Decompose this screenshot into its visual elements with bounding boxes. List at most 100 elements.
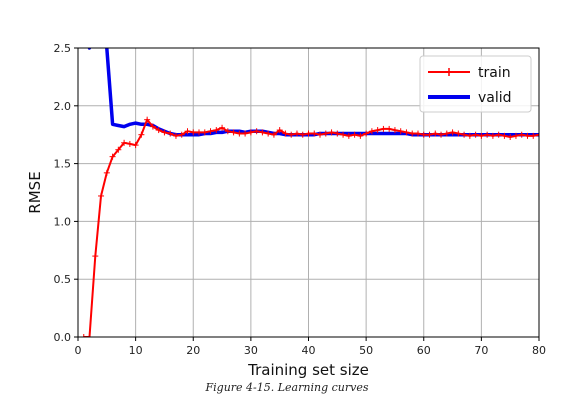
data-point-train: [167, 130, 174, 137]
data-point-train: [391, 127, 398, 134]
x-tick-label: 0: [75, 344, 82, 357]
data-point-train: [184, 128, 191, 135]
data-point-train: [247, 129, 254, 136]
data-point-train: [115, 146, 122, 153]
data-point-train: [443, 130, 450, 137]
data-point-train: [403, 129, 410, 136]
x-axis-label: Training set size: [247, 361, 369, 379]
data-point-train: [328, 129, 335, 136]
data-point-train: [311, 130, 318, 137]
data-point-train: [368, 128, 375, 135]
data-point-train: [299, 131, 306, 138]
data-point-train: [414, 130, 421, 137]
y-axis-label: RMSE: [26, 171, 44, 213]
data-point-train: [507, 134, 514, 141]
data-point-train: [282, 130, 289, 137]
data-point-train: [380, 125, 387, 132]
data-point-train: [253, 128, 260, 135]
data-point-train: [501, 132, 508, 139]
y-tick-label: 2.0: [54, 100, 72, 113]
data-point-train: [86, 334, 93, 337]
data-point-train: [334, 130, 341, 137]
data-point-train: [288, 131, 295, 138]
y-tick-label: 2.5: [54, 42, 72, 55]
data-point-train: [455, 130, 462, 137]
data-point-train: [484, 131, 491, 138]
series-layer: [80, 48, 539, 337]
data-point-train: [103, 169, 110, 176]
x-tick-label: 20: [186, 344, 200, 357]
data-point-train: [230, 129, 237, 136]
legend-marker-train: [445, 68, 453, 76]
x-tick-label: 30: [244, 344, 258, 357]
data-point-train: [276, 127, 283, 134]
data-point-train: [345, 132, 352, 139]
x-tick-label: 60: [417, 344, 431, 357]
figure-caption: Figure 4-15. Learning curves: [205, 381, 369, 394]
data-point-train: [438, 131, 445, 138]
data-point-train: [351, 131, 358, 138]
data-point-train: [432, 130, 439, 137]
x-tick-label: 50: [359, 344, 373, 357]
data-point-train: [259, 129, 266, 136]
data-point-train: [512, 132, 519, 139]
data-point-train: [322, 130, 329, 137]
data-point-train: [196, 129, 203, 136]
data-point-train: [213, 127, 220, 134]
series-line-train: [82, 118, 539, 337]
data-point-train: [236, 130, 243, 137]
data-point-train: [536, 131, 539, 138]
data-point-train: [317, 131, 324, 138]
data-point-train: [144, 116, 151, 123]
data-point-train: [149, 123, 156, 130]
data-point-train: [172, 132, 179, 139]
data-point-train: [461, 131, 468, 138]
legend-label-valid: valid: [478, 90, 512, 106]
data-point-train: [132, 142, 139, 149]
data-point-train: [270, 131, 277, 138]
legend: train valid: [419, 55, 532, 113]
data-point-train: [207, 128, 214, 135]
data-point-train: [420, 131, 427, 138]
y-tick-label: 0.0: [54, 331, 72, 344]
data-point-train: [495, 131, 502, 138]
data-point-train: [109, 153, 116, 160]
data-point-train: [397, 128, 404, 135]
x-tick-label: 80: [532, 344, 546, 357]
data-point-train: [224, 128, 231, 135]
y-tick-label: 1.0: [54, 215, 72, 228]
data-point-train: [126, 140, 133, 147]
data-point-train: [242, 130, 249, 137]
data-point-train: [530, 132, 537, 139]
data-point-train: [121, 139, 128, 146]
data-point-train: [489, 132, 496, 139]
data-point-train: [138, 131, 145, 138]
data-point-train: [466, 132, 473, 139]
data-point-train: [518, 131, 525, 138]
data-point-train: [363, 130, 370, 137]
data-point-train: [449, 129, 456, 136]
legend-label-train: train: [478, 65, 511, 81]
data-point-train: [190, 129, 197, 136]
data-point-train: [201, 129, 208, 136]
data-point-train: [374, 127, 381, 134]
data-point-train: [340, 131, 347, 138]
data-point-train: [265, 130, 272, 137]
data-point-train: [219, 124, 226, 131]
x-tick-label: 10: [129, 344, 143, 357]
data-point-train: [409, 130, 416, 137]
data-point-train: [386, 125, 393, 132]
data-point-train: [161, 129, 168, 136]
data-point-train: [357, 132, 364, 139]
data-point-train: [524, 132, 531, 139]
data-point-train: [80, 334, 87, 337]
legend-box: [419, 55, 532, 113]
data-point-train: [426, 131, 433, 138]
data-point-train: [293, 130, 300, 137]
data-point-train: [478, 132, 485, 139]
y-tick-label: 0.5: [54, 273, 72, 286]
data-point-train: [98, 192, 105, 199]
x-tick-label: 40: [302, 344, 316, 357]
data-point-train: [155, 127, 162, 134]
